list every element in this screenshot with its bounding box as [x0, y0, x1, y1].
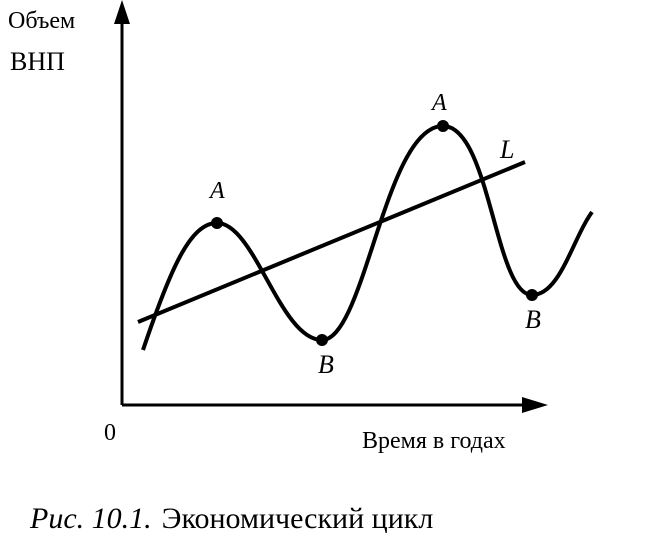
- caption-text: Экономический цикл: [162, 502, 434, 533]
- x-axis-arrow: [522, 397, 548, 413]
- trough-dot: [316, 334, 328, 346]
- y-axis-label: Объем: [8, 8, 75, 34]
- x-axis-label: Время в годах: [362, 428, 506, 454]
- point-label: B: [318, 350, 334, 379]
- caption-number: Рис. 10.1.: [29, 502, 152, 533]
- trend-line: [137, 160, 526, 324]
- point-label: A: [430, 90, 447, 116]
- point-label: B: [525, 305, 541, 334]
- point-label: A: [208, 178, 225, 204]
- caption: Рис. 10.1. Экономический цикл: [29, 502, 433, 533]
- y-axis-arrow: [114, 0, 130, 24]
- peak-dot: [437, 120, 449, 132]
- y-axis-label: ВНП: [10, 47, 65, 76]
- trough-dot: [526, 289, 538, 301]
- origin-label: 0: [104, 420, 116, 446]
- peak-dot: [211, 217, 223, 229]
- trend-label: L: [499, 135, 514, 164]
